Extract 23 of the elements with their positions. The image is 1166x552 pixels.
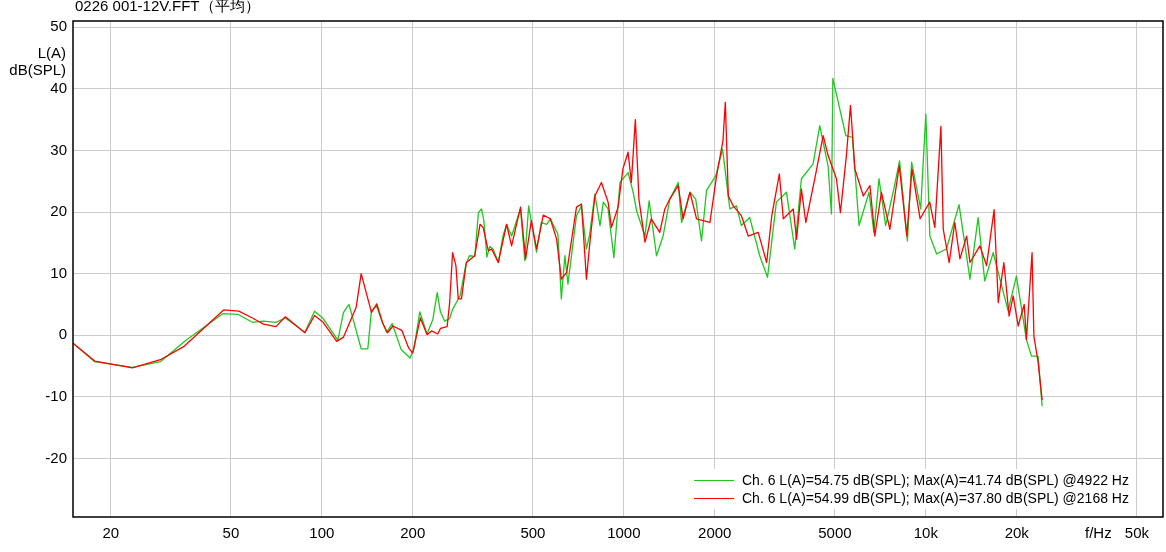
- y-tick-label: -20: [45, 448, 67, 466]
- legend-label: Ch. 6 L(A)=54.99 dB(SPL); Max(A)=37.80 dB(SPL) @2168 Hz: [742, 490, 1129, 506]
- x-tick-label: 500: [520, 524, 546, 542]
- y-axis-title: L(A) dB(SPL): [8, 44, 66, 78]
- x-tick-label: 5000: [818, 524, 852, 542]
- y-tick-label: 10: [50, 263, 67, 281]
- y-tick-label: 50: [50, 17, 67, 35]
- x-tick-label: 50k: [1124, 524, 1150, 542]
- y-tick-label: 0: [58, 325, 67, 343]
- y-tick-label: 40: [50, 78, 67, 96]
- x-tick-label: 200: [400, 524, 426, 542]
- x-tick-label: 50: [222, 524, 240, 542]
- y-tick-label: 30: [50, 140, 67, 158]
- x-tick-label: 2000: [698, 524, 732, 542]
- legend-label: Ch. 6 L(A)=54.75 dB(SPL); Max(A)=41.74 dB(SPL) @4922 Hz: [742, 472, 1129, 488]
- x-tick-label: 20: [102, 524, 120, 542]
- x-tick-label: 1000: [607, 524, 641, 542]
- y-tick-label: 20: [50, 202, 67, 220]
- x-tick-label: 100: [309, 524, 335, 542]
- y-tick-label: -10: [45, 386, 67, 404]
- x-axis-title: f/Hz: [1085, 524, 1112, 541]
- x-tick-label: 20k: [1004, 524, 1030, 542]
- x-tick-label: 10k: [913, 524, 939, 542]
